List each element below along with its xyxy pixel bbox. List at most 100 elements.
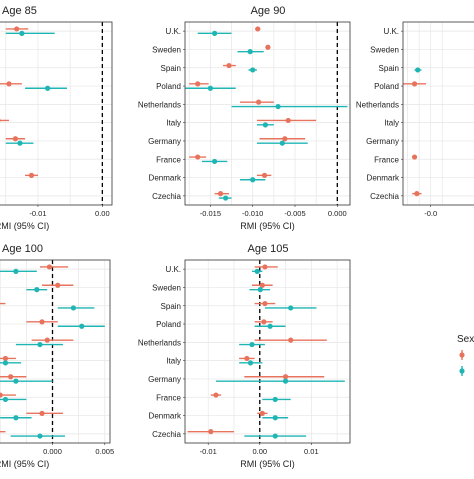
panel-border	[184, 259, 351, 444]
panel-border	[0, 21, 113, 206]
point-estimate	[255, 26, 261, 32]
point-estimate	[0, 392, 3, 398]
point-estimate	[256, 99, 262, 105]
point-estimate	[8, 374, 14, 380]
point-estimate	[46, 264, 52, 270]
point-estimate	[2, 396, 9, 403]
panel-title: Age 90	[251, 5, 286, 17]
x-tick-label: 0.000	[43, 447, 62, 456]
panel-background	[0, 260, 110, 443]
point-estimate	[217, 191, 224, 197]
y-tick-label: France	[156, 155, 181, 164]
point-estimate	[279, 140, 285, 146]
point-estimate	[275, 103, 281, 110]
x-tick-label: 0.000	[328, 209, 347, 218]
point-estimate	[265, 44, 271, 50]
point-estimate	[14, 26, 20, 32]
point-estimate	[195, 81, 201, 87]
y-tick-label: U.K.	[165, 27, 181, 36]
point-estimate	[257, 287, 263, 293]
x-tick-label: -0.015	[200, 209, 221, 218]
point-estimate	[411, 154, 418, 160]
panel-background	[403, 22, 474, 205]
point-estimate	[13, 378, 19, 384]
y-tick-label: Italy	[166, 357, 181, 366]
point-estimate	[272, 396, 278, 403]
y-tick-label: Poland	[374, 82, 399, 91]
panel-0: -0.01 0.00 RMI (95% CI) Age 85	[0, 5, 113, 231]
panel-4: U.K. Sweden Spain Poland Netherlands Italy Ger…	[138, 243, 351, 469]
point-estimate	[250, 67, 256, 73]
legend: Sex	[457, 334, 474, 376]
point-estimate	[44, 337, 50, 343]
point-estimate	[37, 341, 43, 348]
point-estimate	[415, 67, 421, 73]
panel-background	[185, 260, 350, 443]
y-tick-label: Denmark	[149, 412, 182, 421]
point-estimate	[0, 118, 1, 123]
y-tick-label: Italy	[166, 119, 181, 128]
point-estimate	[247, 49, 253, 55]
x-axis-label: RMI (95% CI)	[240, 459, 295, 469]
point-estimate	[39, 319, 45, 325]
y-tick-label: Italy	[384, 119, 399, 128]
y-tick-label: Netherlands	[356, 100, 399, 109]
panel-border	[402, 21, 474, 206]
panel-title: Age 105	[248, 243, 289, 255]
y-tick-label: France	[156, 393, 181, 402]
point-estimate	[13, 268, 19, 274]
point-estimate	[414, 191, 420, 197]
point-estimate	[13, 415, 19, 421]
point-estimate	[288, 337, 294, 343]
panel-1: U.K. Sweden Spain Poland Netherlands Italy Ger…	[138, 5, 351, 231]
point-estimate	[261, 172, 268, 178]
point-estimate	[17, 140, 23, 146]
y-tick-label: Sweden	[152, 45, 181, 54]
panel-background	[0, 22, 112, 205]
y-tick-label: U.K.	[165, 265, 181, 274]
point-estimate	[79, 323, 85, 329]
x-tick-label: 0.01	[304, 447, 319, 456]
point-estimate	[272, 433, 278, 439]
x-axis-label: RMI (95% CI)	[0, 459, 49, 469]
panel-3: 0.000 0.005 RMI (95% CI) Age 100	[0, 243, 114, 469]
point-estimate	[267, 323, 273, 329]
point-estimate	[19, 30, 25, 36]
legend-male-marker	[459, 368, 465, 374]
y-tick-label: Germany	[148, 137, 181, 146]
x-tick-label: -0.005	[284, 209, 305, 218]
legend-title: Sex	[457, 334, 474, 345]
point-estimate	[37, 433, 43, 439]
point-estimate	[259, 282, 265, 288]
point-estimate	[226, 62, 232, 69]
point-estimate	[212, 30, 218, 36]
point-estimate	[254, 268, 260, 274]
point-estimate	[411, 81, 418, 87]
point-estimate	[261, 319, 267, 325]
point-estimate	[262, 122, 268, 128]
point-estimate	[6, 81, 12, 87]
y-tick-label: Denmark	[149, 174, 182, 183]
y-tick-label: Poland	[156, 320, 181, 329]
y-tick-label: Germany	[366, 137, 399, 146]
y-tick-label: Denmark	[367, 174, 400, 183]
y-tick-label: Czechia	[152, 192, 181, 201]
x-axis-label: RMI (95% CI)	[0, 221, 49, 231]
y-tick-label: U.K.	[383, 27, 399, 36]
x-tick-label: 0.005	[95, 447, 114, 456]
point-estimate	[244, 355, 250, 362]
y-tick-label: Poland	[156, 82, 181, 91]
point-estimate	[207, 85, 213, 91]
point-estimate	[45, 85, 51, 91]
y-tick-label: Netherlands	[138, 100, 181, 109]
point-estimate	[282, 136, 288, 142]
point-estimate	[285, 117, 291, 124]
panel-title: Age 85	[2, 5, 37, 17]
point-estimate	[34, 287, 40, 293]
point-estimate	[250, 177, 256, 183]
y-tick-label: Netherlands	[138, 338, 181, 347]
point-estimate	[208, 429, 214, 435]
panel-2: U.K. Sweden Spain Poland Netherlands Italy Ger…	[356, 21, 474, 218]
point-estimate	[212, 158, 218, 165]
point-estimate	[259, 410, 265, 416]
